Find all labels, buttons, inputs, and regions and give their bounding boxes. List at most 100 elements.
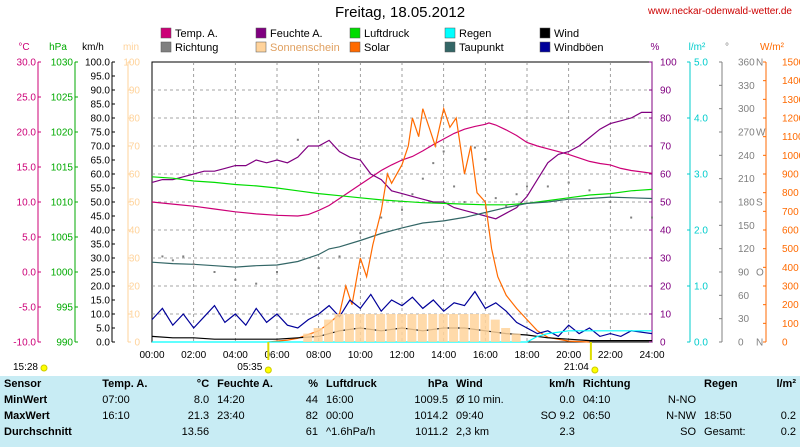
rain-tick-label: 5.0	[694, 58, 708, 69]
wind-tick-label: 25.0	[91, 268, 111, 279]
sunshine-bar	[313, 328, 323, 342]
x-tick-label: 08:00	[306, 350, 331, 361]
richtung-point	[494, 197, 497, 200]
sunshine-tick-label: 50	[129, 198, 141, 209]
wind-tick-label: 5.0	[96, 324, 110, 335]
stats-header-dir-unit	[651, 376, 700, 392]
sunshine-bar	[490, 319, 500, 342]
legend-label: Wind	[554, 28, 579, 40]
wind-tick-label: 75.0	[91, 128, 111, 139]
stats-header-dir: Richtung	[582, 378, 631, 390]
stats-row-avg: Durchschnitt 13.56 61 ^1.6hPa/h 1011.2 2…	[0, 424, 800, 440]
weather-chart: 00:00 02:00 04:00 06:00 08:00 10:00 12:00 14:00…	[13, 27, 800, 374]
richtung-point	[473, 146, 476, 149]
pressure-tick-label: 1010	[51, 198, 74, 209]
legend-swatch	[160, 41, 172, 53]
richtung-point	[453, 185, 456, 188]
sunshine-tick-label: 80	[129, 114, 141, 125]
humidity-tick-label: 90	[660, 86, 672, 97]
legend-swatch	[349, 27, 361, 39]
richtung-point	[276, 271, 278, 273]
stats-header-wind: Wind	[456, 378, 483, 390]
direction-tick-label: 120	[738, 244, 755, 255]
x-tick-label: 02:00	[181, 350, 206, 361]
sunshine-bar	[407, 314, 417, 342]
stats-header-rain-unit: l/m²	[776, 378, 796, 390]
temp-tick-label: 20.0	[17, 128, 37, 139]
richtung-point	[546, 185, 549, 188]
taupunkt-line	[151, 196, 653, 268]
richtung-point	[192, 263, 195, 266]
sun-marker-first-label: 15:28	[13, 362, 38, 373]
luftdruck-line	[151, 176, 653, 206]
stats-temp-time: 07:00	[102, 394, 130, 406]
direction-tick-label: 60	[738, 291, 750, 302]
richtung-point	[505, 204, 508, 207]
legend-label: Windböen	[554, 42, 604, 54]
solar-tick-label: 600	[782, 226, 799, 237]
rain-tick-label: 3.0	[694, 170, 708, 181]
temp-a-line	[151, 122, 653, 217]
wind-tick-label: 95.0	[91, 72, 111, 83]
x-tick-label: 12:00	[389, 350, 414, 361]
stats-rain-time: Gesamt:	[704, 426, 746, 438]
stats-temp: 13.56	[181, 426, 210, 438]
wind-unit-label: km/h	[82, 42, 104, 53]
legend-label: Luftdruck	[364, 28, 410, 40]
pressure-tick-label: 1020	[51, 128, 74, 139]
sunshine-bar	[355, 314, 365, 342]
wind-tick-label: 40.0	[91, 226, 111, 237]
sunshine-bar	[344, 314, 354, 342]
richtung-point	[609, 201, 612, 203]
stats-header-temp-unit: °C	[196, 378, 210, 390]
rain-tick-label: 1.0	[694, 282, 708, 293]
stats-row-max: MaxWert 16:10 21.3 23:40 82 00:00 1014.2…	[0, 408, 800, 424]
stats-wind: 2.3	[559, 426, 575, 438]
direction-tick-label: 210	[738, 174, 755, 185]
stats-hum: 82	[305, 410, 319, 422]
stats-header-hum-unit: %	[308, 378, 319, 390]
sunshine-tick-label: 90	[129, 86, 141, 97]
stats-wind: SO 9.2	[540, 410, 575, 422]
legend-label: Temp. A.	[175, 28, 218, 40]
stats-press-time: 16:00	[326, 394, 354, 406]
windb-en-line	[151, 290, 653, 338]
sunshine-bar	[417, 314, 427, 342]
stats-press-time: 00:00	[326, 410, 354, 422]
temp-unit-label: °C	[18, 42, 29, 53]
sunshine-bar	[459, 314, 469, 342]
richtung-point	[401, 208, 403, 211]
sunset-label: 21:04	[564, 362, 589, 373]
richtung-point	[182, 255, 185, 258]
stats-header-wind-unit: km/h	[549, 378, 575, 390]
sunshine-bar	[480, 314, 490, 342]
direction-compass-label: O	[756, 268, 764, 279]
stats-header-sensor: Sensor	[4, 378, 42, 390]
direction-compass-label: S	[756, 198, 763, 209]
direction-compass-label: W	[756, 128, 766, 139]
wind-tick-label: 55.0	[91, 184, 111, 195]
stats-temp-time: 16:10	[102, 410, 130, 422]
stats-label: MinWert	[4, 394, 48, 406]
solar-tick-label: 1000	[782, 151, 800, 162]
richtung-point	[213, 271, 216, 273]
richtung-point	[442, 150, 445, 153]
site-url[interactable]: www.neckar-odenwald-wetter.de	[648, 6, 792, 17]
richtung-point	[463, 201, 466, 203]
direction-tick-label: 330	[738, 81, 755, 92]
solar-tick-label: 1500	[782, 58, 800, 69]
solar-line	[268, 106, 590, 343]
richtung-point	[317, 267, 320, 270]
stats-hum-time: 23:40	[217, 410, 245, 422]
pressure-tick-label: 1030	[51, 58, 74, 69]
solar-tick-label: 1100	[782, 132, 800, 143]
direction-compass-label: N	[756, 58, 763, 69]
pressure-tick-label: 990	[56, 338, 73, 349]
temp-tick-label: 0.0	[22, 268, 36, 279]
solar-tick-label: 500	[782, 244, 799, 255]
sunshine-bar	[365, 314, 375, 342]
sunshine-tick-label: 0	[134, 338, 140, 349]
stats-header-temp: Temp. A.	[102, 378, 148, 390]
x-tick-label: 00:00	[139, 350, 164, 361]
humidity-tick-label: 40	[660, 226, 672, 237]
